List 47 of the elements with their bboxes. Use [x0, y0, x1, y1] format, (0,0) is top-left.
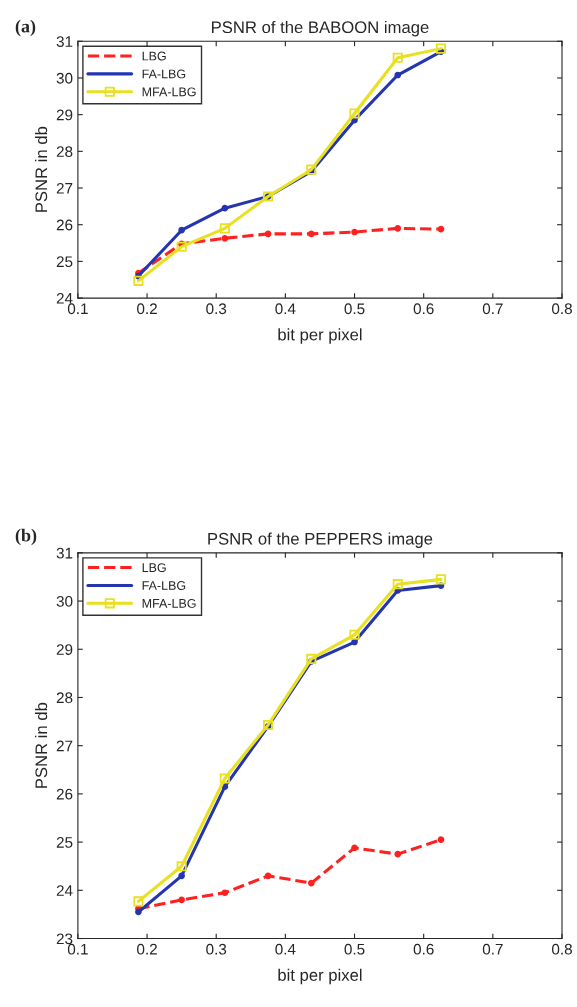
- y-tick-label: 27: [56, 740, 73, 752]
- y-tick-label: 26: [56, 788, 73, 800]
- x-tick-label: 0.6: [413, 303, 434, 315]
- y-tick-label: 30: [56, 72, 73, 84]
- chart-title: PSNR of the BABOON image: [212, 20, 429, 37]
- legend-label: FA-LBG: [142, 69, 186, 79]
- x-axis-title: bit per pixel: [278, 968, 362, 985]
- legend-label: LBG: [142, 51, 166, 61]
- x-tick-label: 0.4: [275, 943, 296, 955]
- text: (a): [15, 19, 36, 37]
- y-tick-label: 25: [56, 836, 73, 848]
- chart-title: PSNR of the PEPPERS image: [208, 532, 433, 548]
- y-tick-label: 28: [56, 146, 73, 158]
- legend-label: FA-LBG: [142, 581, 186, 590]
- x-tick-label: 0.7: [482, 943, 503, 955]
- x-tick-label: 0.8: [551, 303, 572, 315]
- x-tick-label: 0.2: [137, 943, 157, 955]
- legend-label: MFA-LBG: [142, 598, 196, 608]
- y-axis-title: PSNR in db: [34, 702, 48, 788]
- y-tick-label: 24: [56, 885, 73, 896]
- text: (b): [15, 528, 37, 546]
- x-tick-label: 0.2: [137, 303, 157, 315]
- x-tick-label: 0.3: [206, 303, 227, 315]
- y-tick-label: 31: [56, 36, 73, 47]
- y-tick-label: 31: [56, 547, 73, 559]
- x-tick-label: 0.1: [67, 303, 88, 315]
- x-tick-label: 0.8: [551, 943, 572, 955]
- y-tick-label: 26: [56, 219, 73, 231]
- x-tick-label: 0.5: [344, 303, 365, 315]
- y-axis-title: PSNR in db: [34, 126, 48, 212]
- y-tick-label: 29: [56, 644, 73, 655]
- y-tick-label: 25: [56, 256, 73, 268]
- x-axis-title: bit per pixel: [278, 328, 362, 344]
- x-tick-label: 0.1: [67, 943, 88, 955]
- y-tick-label: 29: [56, 109, 73, 121]
- y-tick-label: 30: [56, 595, 73, 607]
- x-tick-label: 0.3: [206, 943, 227, 955]
- y-tick-label: 27: [56, 182, 73, 194]
- x-tick-label: 0.6: [413, 943, 434, 955]
- x-tick-label: 0.4: [275, 303, 296, 315]
- x-tick-label: 0.7: [482, 303, 503, 315]
- y-tick-label: 23: [56, 933, 73, 945]
- x-tick-label: 0.5: [344, 943, 365, 955]
- legend-label: MFA-LBG: [142, 87, 196, 97]
- legend-label: LBG: [142, 563, 166, 573]
- y-tick-label: 24: [56, 292, 73, 304]
- y-tick-label: 28: [56, 692, 73, 704]
